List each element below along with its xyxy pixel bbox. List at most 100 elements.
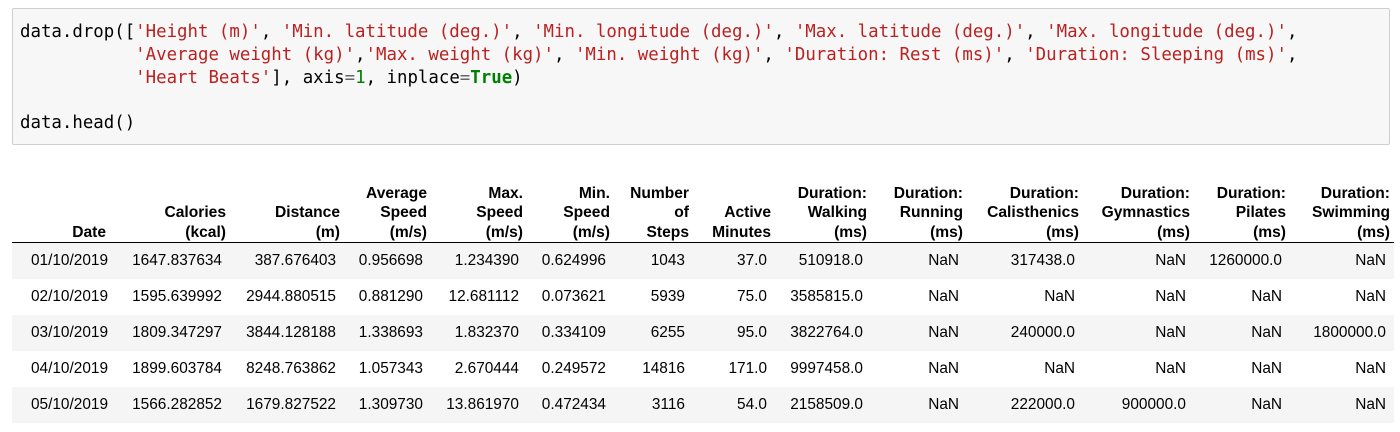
column-header-line: (ms): [1357, 223, 1390, 241]
row-index-cell: 01/10/2019: [12, 242, 116, 279]
code-token: [20, 45, 135, 65]
code-token: ,: [773, 22, 795, 42]
code-line-5: data.head(): [20, 113, 135, 133]
column-header: Distance (m): [230, 172, 344, 243]
table-cell: 9997458.0: [775, 351, 871, 387]
code-token: ,: [512, 22, 534, 42]
table-cell: 1.057343: [344, 351, 431, 387]
code-operator-token: =: [459, 67, 471, 88]
table-cell: 1.309730: [344, 387, 431, 423]
column-header-line: (m/s): [485, 223, 523, 241]
table-cell: 2158509.0: [775, 387, 871, 423]
table-cell: 0.881290: [344, 279, 431, 315]
code-string-token: 'Max. latitude (deg.)': [794, 22, 1026, 42]
column-header-line: Calories: [164, 204, 226, 221]
column-header-line: Steps: [646, 223, 689, 241]
code-line-1: data.drop(['Height (m)', 'Min. latitude …: [20, 22, 1297, 42]
table-row: 02/10/2019 1595.639992 2944.880515 0.881290…: [12, 279, 1394, 315]
table-cell: 95.0: [693, 315, 775, 351]
table-cell: 510918.0: [775, 242, 871, 279]
code-keyword-token: True: [470, 67, 513, 88]
table-cell: 1566.282852: [116, 387, 230, 423]
column-header-line: Minutes: [712, 223, 771, 241]
table-cell: 54.0: [693, 387, 775, 423]
table-cell: 1800000.0: [1290, 315, 1394, 351]
table-cell: NaN: [871, 387, 967, 423]
table-row: 05/10/2019 1566.282852 1679.827522 1.309730…: [12, 387, 1394, 423]
table-cell: NaN: [967, 279, 1083, 315]
table-cell: 1679.827522: [230, 387, 344, 423]
column-header-line: (m/s): [572, 223, 610, 241]
table-cell: NaN: [1194, 351, 1290, 387]
table-cell: NaN: [871, 315, 967, 351]
code-line-3: 'Heart Beats'], axis=1, inplace=True): [20, 67, 523, 88]
code-token: ,: [1286, 22, 1298, 42]
table-cell: NaN: [871, 279, 967, 315]
row-index-cell: 02/10/2019: [12, 279, 116, 315]
code-string-token: 'Max. weight (kg)': [365, 44, 554, 65]
header-row: Date Calories (kcal) Distance (m) Average Spee…: [12, 172, 1394, 243]
column-header: Calories (kcal): [116, 172, 230, 243]
table-cell: 3585815.0: [775, 279, 871, 315]
code-editor[interactable]: data.drop(['Height (m)', 'Min. latitude …: [20, 21, 1297, 135]
column-header-line: Number: [630, 184, 689, 202]
table-cell: NaN: [871, 242, 967, 279]
code-string-token: 'Max. longitude (deg.)': [1046, 22, 1287, 42]
table-cell: NaN: [1290, 279, 1394, 315]
column-header-line: (ms): [1157, 223, 1190, 241]
code-token: ): [512, 67, 523, 88]
column-header-line: Speed: [476, 204, 523, 221]
row-index-cell: 05/10/2019: [12, 387, 116, 423]
table-cell: 1647.837634: [116, 242, 230, 279]
table-cell: NaN: [1083, 279, 1194, 315]
table-cell: 37.0: [693, 242, 775, 279]
code-token: , inplace: [365, 67, 460, 88]
table-cell: 0.956698: [344, 242, 431, 279]
table-cell: 222000.0: [967, 387, 1083, 423]
table-cell: 3844.128188: [230, 315, 344, 351]
table-header: Date Calories (kcal) Distance (m) Average Spee…: [12, 172, 1394, 243]
column-header-line: Date: [72, 223, 106, 241]
column-header: Number of Steps: [614, 172, 693, 243]
column-header: Date: [12, 172, 116, 243]
column-header: Duration: Running (ms): [871, 172, 967, 243]
table-cell: NaN: [871, 351, 967, 387]
table-cell: 2944.880515: [230, 279, 344, 315]
column-header-line: Calisthenics: [987, 204, 1079, 221]
column-header-line: Speed: [380, 204, 427, 221]
code-token: ,: [260, 22, 282, 42]
code-string-token: 'Min. latitude (deg.)': [281, 22, 513, 42]
table-cell: NaN: [1083, 315, 1194, 351]
column-header-line: (m): [315, 223, 340, 241]
column-header-line: Pilates: [1235, 204, 1286, 221]
code-token: [20, 68, 135, 88]
code-token: data.head(): [20, 113, 136, 134]
table-cell: 12.681112: [431, 279, 527, 315]
column-header-line: Max.: [488, 184, 523, 202]
table-body: 01/10/2019 1647.837634 387.676403 0.956698 1…: [12, 242, 1394, 423]
table-cell: 0.472434: [527, 387, 614, 423]
column-header-line: (m/s): [389, 223, 427, 241]
table-cell: NaN: [1290, 351, 1394, 387]
column-header-line: Running: [899, 204, 963, 221]
row-index-cell: 04/10/2019: [12, 351, 116, 387]
code-string-token: 'Height (m)': [135, 22, 261, 42]
column-header-line: Duration:: [1120, 184, 1190, 202]
table-cell: 2.670444: [431, 351, 527, 387]
column-header-line: (kcal): [185, 223, 226, 241]
column-header: Duration: Calisthenics (ms): [967, 172, 1083, 243]
table-cell: NaN: [1083, 351, 1194, 387]
column-header-line: Duration:: [1216, 184, 1286, 202]
column-header-line: Active: [724, 204, 771, 221]
code-input-cell[interactable]: data.drop(['Height (m)', 'Min. latitude …: [12, 8, 1390, 145]
column-header-line: Swimming: [1312, 204, 1390, 221]
column-header-line: (ms): [1253, 223, 1286, 241]
table-cell: NaN: [967, 351, 1083, 387]
column-header: Active Minutes: [693, 172, 775, 243]
table-cell: 240000.0: [967, 315, 1083, 351]
column-header-line: Duration:: [797, 184, 867, 202]
table-cell: NaN: [1083, 242, 1194, 279]
table-cell: 387.676403: [230, 242, 344, 279]
table-cell: 1.832370: [431, 315, 527, 351]
